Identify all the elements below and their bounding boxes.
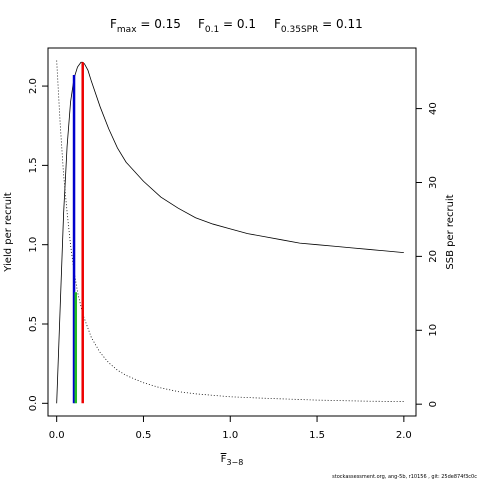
x-tick-label: 0.5 <box>136 430 152 441</box>
x-tick-label: 0.0 <box>49 430 65 441</box>
y-right-tick-label: 20 <box>428 250 439 263</box>
f01-value: = 0.1 <box>219 17 256 31</box>
axes-group: 0.0 0.5 1.0 1.5 2.0 0.0 0.5 1.0 1.5 2.0 0 10 20 30 40 <box>28 78 439 441</box>
y-left-tick-label: 2.0 <box>28 78 39 94</box>
x-tick-label: 2.0 <box>396 430 412 441</box>
f01-label: F <box>198 17 205 31</box>
y-left-tick-label: 0.5 <box>28 316 39 332</box>
y-right-tick-label: 10 <box>428 324 439 337</box>
y-right-tick-label: 30 <box>428 176 439 189</box>
y-right-tick-label: 0 <box>428 401 439 407</box>
ssb-per-recruit-line <box>56 60 404 402</box>
y-left-tick-label: 1.0 <box>28 237 39 253</box>
footer-credit: stockassessment.org, ang-5b, r10156 , gi… <box>332 474 477 480</box>
x-axis-title-main: F <box>221 454 227 465</box>
x-tick-label: 1.0 <box>222 430 238 441</box>
fspr-label: F <box>274 17 281 31</box>
y-axis-left-title: Yield per recruit <box>3 192 14 273</box>
x-tick-label: 1.5 <box>309 430 325 441</box>
y-left-tick-label: 1.5 <box>28 157 39 173</box>
fmax-sub: max <box>117 25 137 35</box>
x-axis-title-sub: 3−8 <box>226 458 243 467</box>
chart-title: Fmax = 0.15 F0.1 = 0.1 F0.35SPR = 0.11 <box>110 17 363 35</box>
y-right-tick-label: 40 <box>428 102 439 115</box>
reference-lines-group <box>72 62 84 404</box>
f01-sub: 0.1 <box>205 25 219 35</box>
x-axis-title: F3−8 <box>221 454 244 467</box>
plot-frame <box>47 47 417 417</box>
fspr-sub: 0.35SPR <box>281 25 318 35</box>
y-axis-right-title: SSB per recruit <box>445 194 456 269</box>
fspr-value: = 0.11 <box>318 17 362 31</box>
fmax-label: F <box>110 17 117 31</box>
fmax-value: = 0.15 <box>137 17 181 31</box>
y-left-tick-label: 0.0 <box>28 395 39 411</box>
